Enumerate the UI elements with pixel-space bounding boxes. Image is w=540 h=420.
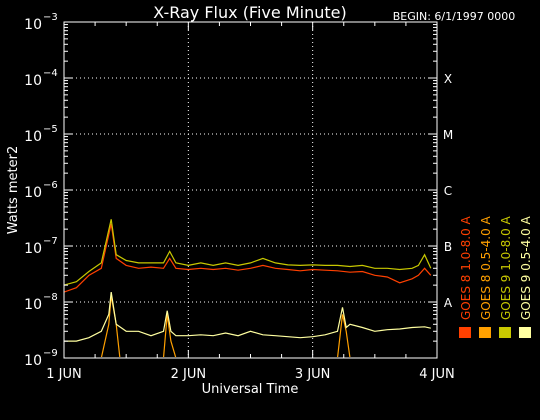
y-tick-label-exponent: −3 [43, 12, 58, 23]
x-tick-label: 3 JUN [295, 367, 330, 382]
x-tick-label: 2 JUN [171, 367, 206, 382]
y-tick-label-exponent: −9 [43, 348, 58, 359]
flare-class-label: A [444, 296, 453, 310]
y-tick-label: 10 [24, 185, 42, 201]
y-tick-label-exponent: −7 [43, 236, 58, 247]
flare-class-label: M [443, 128, 453, 142]
x-tick-label: 4 JUN [419, 367, 454, 382]
y-tick-label-exponent: −4 [43, 68, 58, 79]
chart-title: X-Ray Flux (Five Minute) [153, 3, 346, 22]
series-line-1 [100, 295, 351, 357]
legend-label: GOES 9 1.0-8.0 A [499, 215, 513, 320]
y-tick-label: 10 [24, 17, 42, 33]
y-tick-label: 10 [24, 353, 42, 369]
legend-label: GOES 9 0.5-4.0 A [519, 215, 533, 320]
series-group [64, 219, 432, 357]
begin-label: BEGIN: 6/1/1997 0000 [393, 10, 516, 23]
series-line-0 [64, 223, 432, 293]
y-tick-label: 10 [24, 297, 42, 313]
y-tick-label-exponent: −8 [43, 292, 58, 303]
flare-class-label: B [444, 240, 452, 254]
y-axis-label: Watts meter2 [6, 146, 21, 234]
series-line-3 [64, 292, 431, 342]
series-line-2 [64, 219, 432, 286]
flare-class-label: C [444, 184, 452, 198]
legend-swatch [479, 327, 491, 338]
flare-class-label: X [444, 72, 452, 86]
y-tick-label: 10 [24, 241, 42, 257]
legend-label: GOES 8 0.5-4.0 A [479, 215, 493, 320]
y-tick-label-exponent: −5 [43, 124, 58, 135]
plot-area: 10 −910 −810 −710 −610 −510 −410 −31 JUN 2 JUN 3 … [24, 12, 455, 382]
y-tick-label: 10 [24, 129, 42, 145]
y-tick-label: 10 [24, 73, 42, 89]
legend-label: GOES 8 1.0-8.0 A [459, 215, 473, 320]
legend-swatch [499, 327, 511, 338]
legend-swatch [459, 327, 471, 338]
x-axis-label: Universal Time [202, 382, 299, 397]
y-tick-label-exponent: −6 [43, 180, 58, 191]
legend: GOES 8 1.0-8.0 A GOES 8 0.5-4.0 A GOES 9 1… [459, 215, 533, 338]
x-tick-label: 1 JUN [46, 367, 81, 382]
legend-swatch [519, 327, 531, 338]
